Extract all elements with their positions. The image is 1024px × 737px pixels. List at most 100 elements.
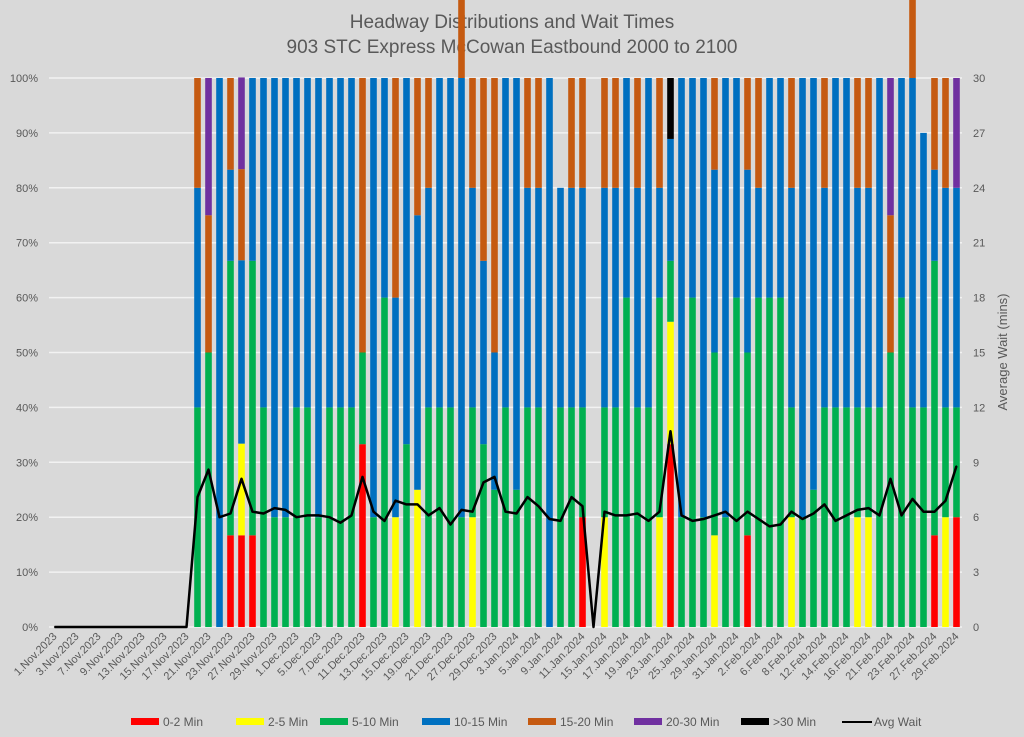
bar-segment-10-15-min [392, 297, 399, 518]
avg-wait-point [229, 512, 232, 515]
avg-wait-point [438, 507, 441, 509]
bar-segment-15-20-min [865, 78, 872, 188]
bar-segment-5-10-min [711, 352, 718, 536]
bar-segment-5-10-min [480, 444, 487, 627]
avg-wait-point [911, 498, 914, 500]
bar-segment-10-15-min [920, 132, 927, 408]
bar-segment-5-10-min [436, 407, 443, 627]
bar-segment-10-15-min [942, 187, 949, 408]
bar-segment-10-15-min [326, 78, 333, 408]
bar-segment-10-15-min [249, 78, 256, 261]
bar-segment-10-15-min [645, 78, 652, 408]
bar-segment-15-20-min [931, 78, 938, 170]
bar-segment-15-20-min [612, 78, 619, 188]
avg-wait-point [680, 514, 683, 516]
y-tick-label: 70% [16, 238, 38, 250]
bar-segment-15-20-min [711, 78, 718, 170]
bar-segment-10-15-min [810, 78, 817, 490]
avg-wait-point [97, 626, 100, 628]
legend-swatch [422, 718, 450, 725]
avg-wait-point [361, 476, 364, 478]
bar-segment-10-15-min [689, 78, 696, 298]
bar-segment-5-10-min [909, 407, 916, 627]
y-tick-label: 60% [16, 293, 38, 305]
bar-segment-10-15-min [788, 187, 795, 408]
bar-segment-5-10-min [898, 297, 905, 627]
bar-segment-5-10-min [249, 260, 256, 536]
y2-tick-label: 27 [973, 128, 985, 140]
avg-wait-point [603, 511, 606, 513]
bar-segment-10-15-min [480, 260, 487, 445]
avg-wait-point [581, 505, 584, 507]
bar-segment-2-5-min [942, 517, 949, 627]
avg-wait-point [196, 496, 199, 498]
bar-segment-15-20-min [656, 78, 663, 188]
y-tick-label: 20% [16, 512, 38, 524]
bar-segment-15-20-min [601, 78, 608, 188]
avg-wait-point [504, 511, 507, 513]
avg-wait-point [328, 516, 331, 518]
bar-segment-10-15-min [799, 78, 806, 518]
avg-wait-point [108, 626, 111, 628]
bar-segment-10-15-min [909, 78, 916, 408]
avg-wait-point [856, 509, 859, 511]
avg-wait-point [372, 511, 375, 513]
avg-wait-point [691, 520, 694, 522]
avg-wait-point [922, 511, 925, 513]
bar-segment-5-10-min [535, 407, 542, 627]
bar-segment-10-15-min [238, 260, 245, 444]
avg-wait-point [240, 478, 243, 480]
bar-segment-10-15-min [832, 78, 839, 408]
bar-segment-5-10-min [568, 407, 575, 627]
bar-segment-10-15-min [821, 187, 828, 408]
bar-segment-15-20-min [491, 78, 498, 353]
y2-axis-title: Average Wait (mins) [995, 293, 1010, 410]
avg-wait-point [548, 518, 551, 520]
bar-segment-10-15-min [282, 78, 289, 518]
bar-segment-5-10-min [722, 517, 729, 627]
avg-wait-point [482, 481, 485, 484]
bar-segment-0-2-min [744, 535, 751, 627]
avg-wait-point [152, 626, 155, 628]
bar-segment-5-10-min [865, 407, 872, 518]
bar-segment-10-15-min [722, 78, 729, 518]
bar-segment-5-10-min [843, 407, 850, 627]
avg-wait-point [889, 478, 892, 480]
bar-segment-5-10-min [304, 407, 311, 627]
y2-tick-label: 15 [973, 348, 985, 360]
bar-segment-10-15-min [623, 78, 630, 298]
legend-label: >30 Min [773, 715, 816, 729]
y2-tick-label: 12 [973, 402, 985, 414]
y-tick-label: 90% [16, 128, 38, 140]
avg-wait-point [669, 430, 672, 432]
legend-label: 10-15 Min [454, 715, 507, 729]
avg-wait-point [625, 514, 628, 516]
bar-segment-5-10-min [777, 297, 784, 627]
legend-label: 2-5 Min [268, 715, 308, 729]
bar-segment-5-10-min [282, 517, 289, 627]
avg-wait-point [790, 511, 793, 513]
bar-segment-5-10-min [876, 407, 883, 627]
bar-segment-5-10-min [612, 407, 619, 627]
bar-segment-10-15-min [502, 78, 509, 408]
bar-segment-5-10-min [678, 517, 685, 627]
avg-wait-point [251, 511, 254, 513]
legend-label: 15-20 Min [560, 715, 613, 729]
bar-segment-10-15-min [876, 78, 883, 408]
bar-segment-15-20-min [205, 215, 212, 353]
avg-wait-point [955, 465, 958, 467]
avg-wait-point [471, 511, 474, 513]
avg-wait-point [647, 520, 650, 522]
avg-wait-point [900, 514, 903, 516]
legend-label: 5-10 Min [352, 715, 399, 729]
avg-wait-point [658, 511, 661, 513]
bar-segment-15-20-min [634, 78, 641, 188]
bar-segment-5-10-min [491, 489, 498, 627]
bar-segment-0-2-min [238, 535, 245, 627]
bar-segment-2-5-min [469, 517, 476, 627]
bar-segment-20-30-min [205, 78, 212, 216]
avg-wait-point [119, 626, 122, 628]
avg-wait-point [317, 514, 320, 516]
avg-wait-point [339, 522, 342, 524]
bar-segment-5-10-min [579, 407, 586, 518]
